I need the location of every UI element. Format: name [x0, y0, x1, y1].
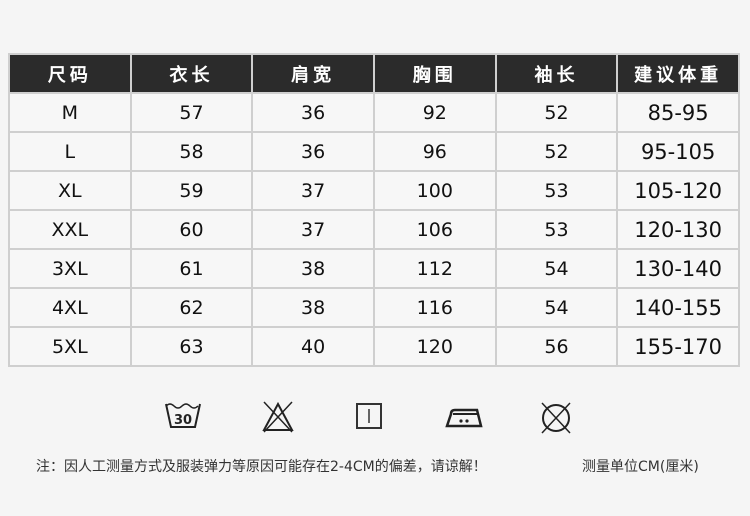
care-icons: 30	[0, 400, 750, 440]
header-shoulder: 肩宽	[251, 53, 375, 94]
cell-weight: 140-155	[616, 287, 740, 328]
cell-shoulder: 37	[251, 209, 375, 250]
cell-weight: 105-120	[616, 170, 740, 211]
cell-size: 5XL	[8, 326, 132, 367]
header-length: 衣长	[129, 53, 254, 94]
cell-weight: 155-170	[616, 326, 740, 367]
table-header-row: 尺码 衣长 肩宽 胸围 袖长 建议体重	[8, 53, 740, 94]
iron-medium-icon	[445, 408, 483, 428]
unit-label: 测量单位CM(厘米)	[582, 459, 699, 475]
cell-length: 59	[129, 170, 254, 211]
cell-chest: 106	[372, 209, 497, 250]
cell-size: 3XL	[8, 248, 132, 289]
header-chest: 胸围	[372, 53, 497, 94]
line-dry-icon	[356, 403, 382, 429]
cell-sleeve: 52	[494, 131, 619, 172]
cell-length: 62	[129, 287, 254, 328]
cell-weight: 120-130	[616, 209, 740, 250]
header-weight: 建议体重	[616, 53, 740, 94]
cell-size: M	[8, 92, 132, 133]
wash-30-icon: 30	[165, 403, 201, 428]
cell-sleeve: 53	[494, 209, 619, 250]
cell-sleeve: 52	[494, 92, 619, 133]
cell-shoulder: 37	[251, 170, 375, 211]
cell-chest: 112	[372, 248, 497, 289]
cell-chest: 116	[372, 287, 497, 328]
no-dry-clean-icon	[541, 402, 571, 434]
cell-size: 4XL	[8, 287, 132, 328]
cell-chest: 120	[372, 326, 497, 367]
cell-size: XL	[8, 170, 132, 211]
table-row: 3XL 61 38 112 54 130-140	[8, 248, 740, 289]
cell-sleeve: 56	[494, 326, 619, 367]
cell-size: L	[8, 131, 132, 172]
table-row: L 58 36 96 52 95-105	[8, 131, 740, 172]
cell-length: 61	[129, 248, 254, 289]
cell-shoulder: 38	[251, 287, 375, 328]
size-chart-table: 尺码 衣长 肩宽 胸围 袖长 建议体重 M 57 36 92 52 85-95 L 58 36 9…	[8, 53, 740, 367]
cell-shoulder: 38	[251, 248, 375, 289]
cell-chest: 96	[372, 131, 497, 172]
cell-chest: 92	[372, 92, 497, 133]
cell-weight: 85-95	[616, 92, 740, 133]
table-row: 5XL 63 40 120 56 155-170	[8, 326, 740, 367]
cell-weight: 95-105	[616, 131, 740, 172]
cell-size: XXL	[8, 209, 132, 250]
cell-length: 63	[129, 326, 254, 367]
cell-sleeve: 53	[494, 170, 619, 211]
table-row: M 57 36 92 52 85-95	[8, 92, 740, 133]
cell-weight: 130-140	[616, 248, 740, 289]
cell-chest: 100	[372, 170, 497, 211]
no-bleach-icon	[262, 401, 294, 433]
svg-text:30: 30	[174, 413, 192, 428]
cell-length: 57	[129, 92, 254, 133]
header-sleeve: 袖长	[494, 53, 619, 94]
cell-sleeve: 54	[494, 248, 619, 289]
cell-length: 58	[129, 131, 254, 172]
table-row: XXL 60 37 106 53 120-130	[8, 209, 740, 250]
measurement-note: 注：因人工测量方式及服装弹力等原因可能存在2-4CM的偏差，请谅解！	[36, 459, 487, 475]
cell-shoulder: 40	[251, 326, 375, 367]
table-row: XL 59 37 100 53 105-120	[8, 170, 740, 211]
cell-sleeve: 54	[494, 287, 619, 328]
table-row: 4XL 62 38 116 54 140-155	[8, 287, 740, 328]
cell-shoulder: 36	[251, 131, 375, 172]
cell-length: 60	[129, 209, 254, 250]
header-size: 尺码	[8, 53, 132, 94]
cell-shoulder: 36	[251, 92, 375, 133]
